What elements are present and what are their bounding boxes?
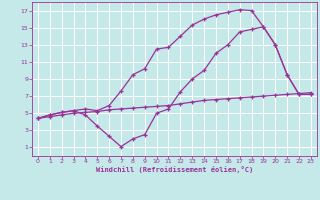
X-axis label: Windchill (Refroidissement éolien,°C): Windchill (Refroidissement éolien,°C) <box>96 166 253 173</box>
